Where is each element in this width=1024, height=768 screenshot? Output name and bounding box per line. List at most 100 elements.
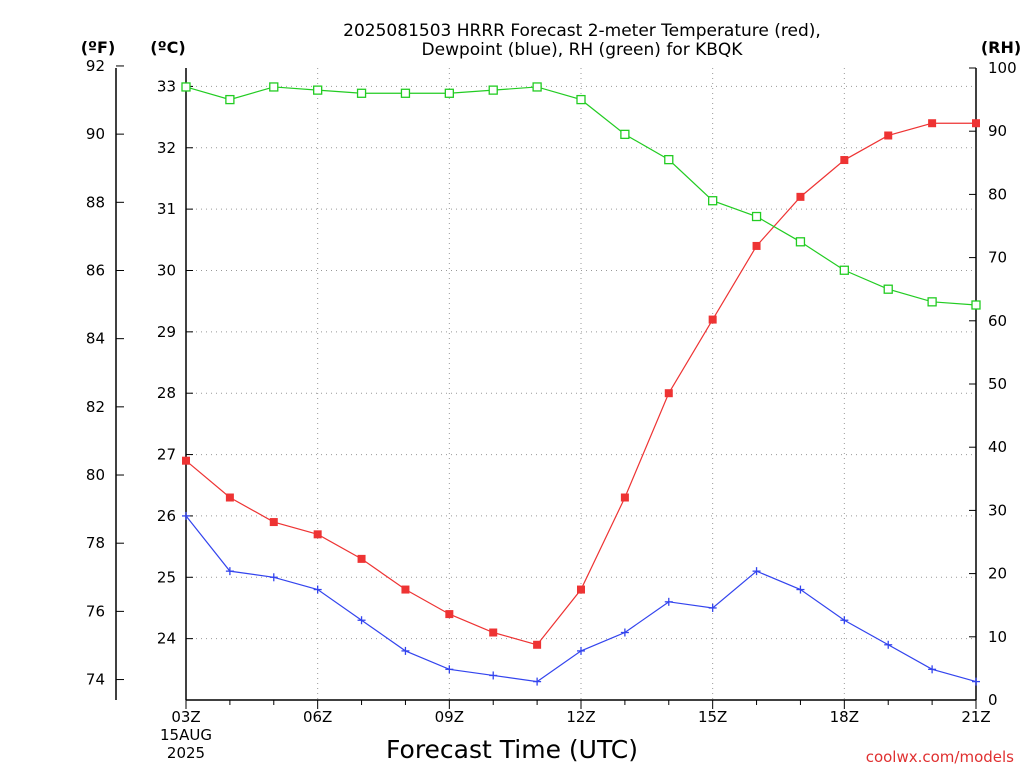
y-tick-label-fahrenheit: 86 — [86, 261, 105, 279]
y-tick-label-rh: 50 — [988, 375, 1007, 393]
y-tick-label-rh: 100 — [988, 59, 1017, 77]
rh-point — [400, 88, 411, 98]
dewpoint-point — [928, 665, 937, 674]
grid — [186, 68, 976, 700]
dewpoint-point — [884, 640, 893, 649]
y-tick-label-celsius: 32 — [157, 139, 176, 157]
dewpoint-point — [269, 573, 278, 582]
dewpoint-point — [182, 511, 190, 520]
dewpoint-point — [840, 616, 849, 625]
temperature-point — [401, 585, 410, 594]
y-tick-label-rh: 0 — [988, 691, 998, 709]
y-tick-label-rh: 20 — [988, 565, 1007, 583]
temperature-point — [269, 518, 278, 527]
temperature-point — [840, 156, 849, 165]
rh-line — [185, 86, 977, 306]
y-tick-label-fahrenheit: 88 — [86, 193, 105, 211]
y-tick-label-rh: 90 — [988, 122, 1007, 140]
y-tick-label-fahrenheit: 76 — [86, 602, 105, 620]
x-tick-label: 12Z — [566, 708, 595, 726]
temperature-point — [796, 192, 805, 201]
dewpoint-point — [401, 646, 410, 655]
y-tick-label-celsius: 30 — [157, 261, 176, 279]
temperature-point — [620, 493, 629, 502]
y-tick-label-celsius: 24 — [157, 630, 176, 648]
rh-point — [708, 196, 718, 206]
y-tick-label-celsius: 26 — [157, 507, 176, 525]
rh-point — [664, 154, 674, 165]
temperature-point — [313, 530, 322, 539]
temperature-point — [884, 131, 893, 140]
x-axis-title: Forecast Time (UTC) — [386, 735, 638, 764]
rh-point — [751, 211, 762, 222]
y-tick-label-rh: 10 — [988, 628, 1007, 646]
chart-title-line2: Dewpoint (blue), RH (green) for KBQK — [422, 40, 744, 60]
dewpoint-point — [533, 677, 542, 686]
dewpoint-point — [796, 585, 805, 594]
chart-title-line1: 2025081503 HRRR Forecast 2-meter Tempera… — [343, 21, 821, 41]
rh-point — [795, 237, 806, 247]
rh-point — [576, 94, 586, 105]
temperature-point — [752, 241, 761, 250]
rh-point — [313, 85, 323, 95]
x-tick-label: 15Z — [698, 708, 727, 726]
rh-point — [356, 88, 367, 98]
temperature-point — [489, 628, 498, 637]
dewpoint-point — [972, 677, 980, 686]
x-tick-label: 06Z — [303, 708, 332, 726]
rh-point — [883, 284, 893, 294]
rh-point — [971, 300, 981, 310]
x-tick-label: 21Z — [961, 708, 990, 726]
dewpoint-point — [489, 671, 498, 680]
dewpoint-point — [313, 585, 322, 594]
credit-text: coolwx.com/models — [866, 748, 1014, 766]
unit-rh: (RH) — [981, 38, 1021, 57]
temperature-point — [182, 456, 190, 465]
y-tick-label-fahrenheit: 78 — [86, 534, 105, 552]
dewpoint-point — [577, 646, 585, 655]
x-tick-label: 09Z — [435, 708, 464, 726]
dewpoint-point — [225, 567, 234, 576]
y-tick-label-rh: 70 — [988, 249, 1007, 267]
y-tick-label-celsius: 27 — [157, 446, 176, 464]
temperature-point — [533, 640, 542, 649]
rh-point — [488, 85, 498, 95]
y-tick-label-celsius: 31 — [157, 200, 176, 218]
rh-point — [269, 82, 279, 92]
y-tick-label-celsius: 25 — [157, 568, 176, 586]
temperature-point — [225, 493, 234, 502]
rh-point — [181, 82, 191, 92]
x-start-label-hour: 03Z — [171, 708, 200, 726]
rh-point — [225, 94, 235, 105]
dewpoint-point — [357, 616, 366, 625]
y-tick-label-rh: 30 — [988, 501, 1007, 519]
y-tick-label-fahrenheit: 90 — [86, 125, 105, 143]
rh-point — [839, 265, 849, 275]
rh-point — [444, 88, 454, 98]
dewpoint-point — [445, 665, 454, 674]
y-tick-label-celsius: 29 — [157, 323, 176, 341]
dewpoint-point — [664, 597, 673, 606]
x-start-label-year: 2025 — [167, 744, 205, 762]
temperature-point — [664, 389, 673, 398]
y-tick-label-rh: 60 — [988, 312, 1007, 330]
y-tick-label-fahrenheit: 92 — [86, 57, 105, 75]
temperature-point — [357, 554, 366, 563]
dewpoint-point — [708, 603, 717, 612]
temperature-point — [972, 119, 980, 128]
rh-point — [620, 129, 630, 140]
y-tick-label-fahrenheit: 74 — [86, 671, 105, 689]
y-tick-label-celsius: 28 — [157, 384, 176, 402]
x-tick-label: 18Z — [830, 708, 859, 726]
temperature-point — [928, 119, 937, 128]
unit-fahrenheit: (ºF) — [81, 38, 116, 57]
unit-celsius: (ºC) — [150, 38, 185, 57]
y-tick-label-fahrenheit: 80 — [86, 466, 105, 484]
dewpoint-point — [620, 628, 629, 637]
y-tick-label-celsius: 33 — [157, 77, 176, 95]
temperature-point — [445, 610, 454, 619]
temperature-point — [708, 315, 717, 324]
y-tick-label-rh: 80 — [988, 185, 1007, 203]
x-start-label-date: 15AUG — [160, 726, 212, 744]
